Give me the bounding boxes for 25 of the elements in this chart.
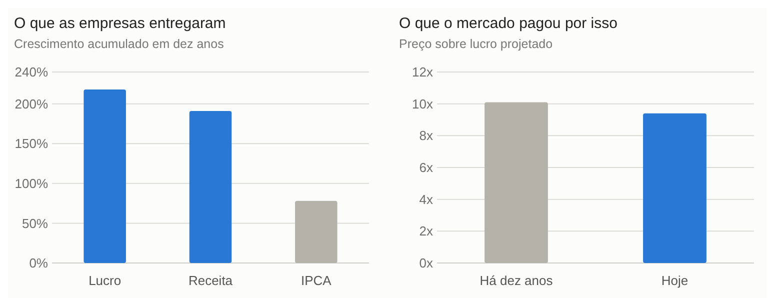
chart-subtitle: Crescimento acumulado em dez anos [14,37,224,51]
y-tick-label: 200% [14,96,48,112]
y-tick-label: 100% [14,176,48,191]
y-tick-label: 50% [22,216,48,231]
y-tick-label: 0% [29,256,48,271]
bar [84,90,126,263]
x-tick-label: Lucro [88,273,122,288]
y-tick-label: 6x [419,160,434,176]
x-tick-label: Há dez anos [480,273,554,288]
chart-subtitle: Preço sobre lucro projetado [399,37,553,51]
x-tick-label: Hoje [661,273,688,288]
y-tick-label: 150% [14,136,48,152]
y-tick-label: 12x [412,64,434,80]
bar [295,200,338,263]
y-tick-label: 240% [14,64,48,80]
y-tick-label: 4x [419,192,434,207]
y-tick-label: 0x [419,256,434,271]
chart-title: O que o mercado pagou por isso [399,15,618,32]
x-tick-label: IPCA [300,273,332,288]
y-tick-label: 10x [412,96,434,112]
y-tick-label: 2x [419,224,434,239]
y-tick-label: 8x [419,128,434,144]
bar [189,110,232,263]
x-tick-label: Receita [188,273,234,288]
chart-title: O que as empresas entregaram [14,15,226,32]
